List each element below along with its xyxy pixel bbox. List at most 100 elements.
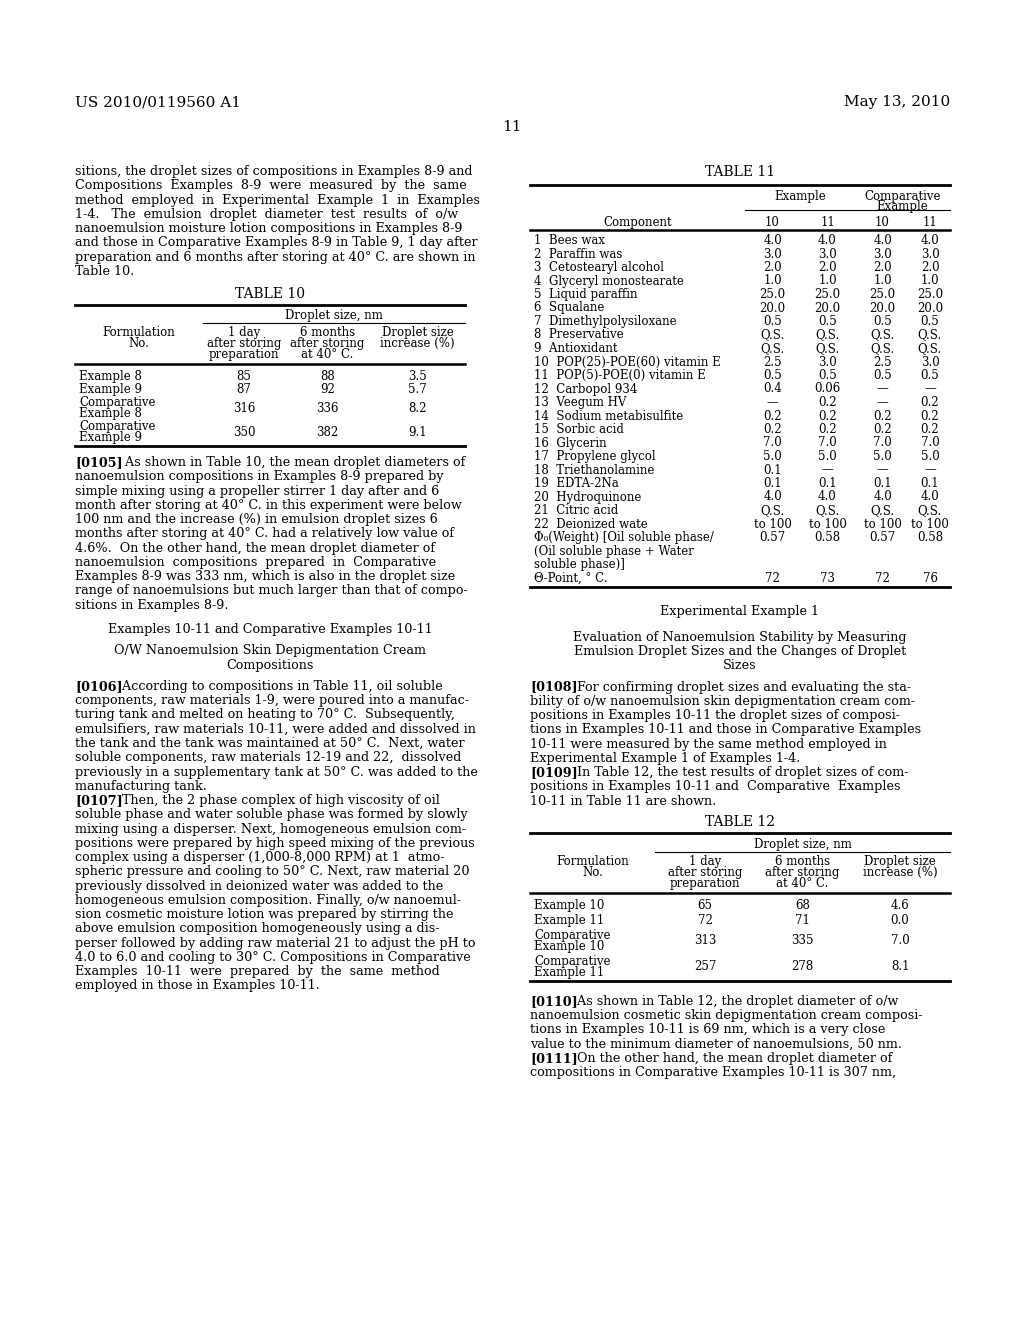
Text: after storing: after storing (291, 337, 365, 350)
Text: 4.0: 4.0 (818, 491, 837, 503)
Text: Example 11: Example 11 (534, 966, 604, 979)
Text: 4.0: 4.0 (818, 234, 837, 247)
Text: Droplet size, nm: Droplet size, nm (285, 309, 383, 322)
Text: O/W Nanoemulsion Skin Depigmentation Cream: O/W Nanoemulsion Skin Depigmentation Cre… (114, 644, 426, 657)
Text: 278: 278 (792, 961, 814, 973)
Text: 0.2: 0.2 (818, 409, 837, 422)
Text: US 2010/0119560 A1: US 2010/0119560 A1 (75, 95, 241, 110)
Text: 10: 10 (876, 216, 890, 228)
Text: 14  Sodium metabisulfite: 14 Sodium metabisulfite (534, 409, 683, 422)
Text: 5.0: 5.0 (818, 450, 837, 463)
Text: 0.2: 0.2 (763, 409, 781, 422)
Text: 72: 72 (765, 572, 780, 585)
Text: 11: 11 (820, 216, 835, 228)
Text: Φ₀(Weight) [Oil soluble phase/: Φ₀(Weight) [Oil soluble phase/ (534, 531, 714, 544)
Text: 88: 88 (321, 370, 335, 383)
Text: 4.0: 4.0 (873, 234, 892, 247)
Text: 10: 10 (765, 216, 780, 228)
Text: 20  Hydroquinone: 20 Hydroquinone (534, 491, 641, 503)
Text: No.: No. (582, 866, 603, 879)
Text: at 40° C.: at 40° C. (301, 348, 353, 362)
Text: —: — (877, 396, 889, 409)
Text: Droplet size: Droplet size (864, 855, 936, 869)
Text: homogeneous emulsion composition. Finally, o/w nanoemul-: homogeneous emulsion composition. Finall… (75, 894, 461, 907)
Text: 8.1: 8.1 (891, 961, 909, 973)
Text: —: — (821, 463, 834, 477)
Text: preparation and 6 months after storing at 40° C. are shown in: preparation and 6 months after storing a… (75, 251, 475, 264)
Text: 0.2: 0.2 (763, 422, 781, 436)
Text: month after storing at 40° C. in this experiment were below: month after storing at 40° C. in this ex… (75, 499, 462, 512)
Text: Droplet size: Droplet size (382, 326, 454, 339)
Text: Comparative: Comparative (864, 190, 941, 203)
Text: employed in those in Examples 10-11.: employed in those in Examples 10-11. (75, 979, 319, 993)
Text: above emulsion composition homogeneously using a dis-: above emulsion composition homogeneously… (75, 923, 439, 936)
Text: 4  Glyceryl monostearate: 4 Glyceryl monostearate (534, 275, 684, 288)
Text: Example: Example (774, 190, 826, 203)
Text: months after storing at 40° C. had a relatively low value of: months after storing at 40° C. had a rel… (75, 528, 454, 540)
Text: Example 11: Example 11 (534, 913, 604, 927)
Text: 0.5: 0.5 (921, 370, 939, 381)
Text: 13  Veegum HV: 13 Veegum HV (534, 396, 627, 409)
Text: 4.6%.  On the other hand, the mean droplet diameter of: 4.6%. On the other hand, the mean drople… (75, 541, 435, 554)
Text: 0.1: 0.1 (921, 477, 939, 490)
Text: previously in a supplementary tank at 50° C. was added to the: previously in a supplementary tank at 50… (75, 766, 478, 779)
Text: Formulation: Formulation (556, 855, 629, 869)
Text: 0.2: 0.2 (921, 422, 939, 436)
Text: 71: 71 (795, 913, 810, 927)
Text: —: — (877, 383, 889, 396)
Text: 1-4.   The  emulsion  droplet  diameter  test  results  of  o/w: 1-4. The emulsion droplet diameter test … (75, 207, 458, 220)
Text: 76: 76 (923, 572, 938, 585)
Text: 5.0: 5.0 (921, 450, 939, 463)
Text: No.: No. (129, 337, 150, 350)
Text: 0.06: 0.06 (814, 383, 841, 396)
Text: 4.6: 4.6 (891, 899, 909, 912)
Text: For confirming droplet sizes and evaluating the sta-: For confirming droplet sizes and evaluat… (565, 681, 911, 693)
Text: sitions, the droplet sizes of compositions in Examples 8-9 and: sitions, the droplet sizes of compositio… (75, 165, 472, 178)
Text: Q.S.: Q.S. (761, 504, 784, 517)
Text: 8.2: 8.2 (409, 401, 427, 414)
Text: 72: 72 (876, 572, 890, 585)
Text: 0.5: 0.5 (763, 370, 782, 381)
Text: 3.0: 3.0 (818, 248, 837, 260)
Text: 20.0: 20.0 (869, 301, 896, 314)
Text: positions were prepared by high speed mixing of the previous: positions were prepared by high speed mi… (75, 837, 475, 850)
Text: 2.0: 2.0 (818, 261, 837, 275)
Text: tions in Examples 10-11 is 69 nm, which is a very close: tions in Examples 10-11 is 69 nm, which … (530, 1023, 886, 1036)
Text: TABLE 10: TABLE 10 (234, 286, 305, 301)
Text: Comparative: Comparative (79, 420, 156, 433)
Text: Example: Example (877, 201, 929, 213)
Text: 0.4: 0.4 (763, 383, 782, 396)
Text: 6 months: 6 months (775, 855, 830, 869)
Text: preparation: preparation (670, 876, 740, 890)
Text: Experimental Example 1: Experimental Example 1 (660, 605, 819, 618)
Text: manufacturing tank.: manufacturing tank. (75, 780, 207, 793)
Text: 100 nm and the increase (%) in emulsion droplet sizes 6: 100 nm and the increase (%) in emulsion … (75, 513, 437, 527)
Text: 11  POP(5)-POE(0) vitamin E: 11 POP(5)-POE(0) vitamin E (534, 370, 706, 381)
Text: —: — (877, 463, 889, 477)
Text: Q.S.: Q.S. (870, 329, 895, 342)
Text: Example 8: Example 8 (79, 370, 142, 383)
Text: 257: 257 (694, 961, 716, 973)
Text: 2.0: 2.0 (873, 261, 892, 275)
Text: Sizes: Sizes (723, 659, 757, 672)
Text: 3.0: 3.0 (818, 355, 837, 368)
Text: perser followed by adding raw material 21 to adjust the pH to: perser followed by adding raw material 2… (75, 937, 475, 949)
Text: sitions in Examples 8-9.: sitions in Examples 8-9. (75, 599, 228, 611)
Text: 0.5: 0.5 (873, 370, 892, 381)
Text: 0.5: 0.5 (873, 315, 892, 327)
Text: 9  Antioxidant: 9 Antioxidant (534, 342, 617, 355)
Text: 2  Paraffin was: 2 Paraffin was (534, 248, 623, 260)
Text: 2.0: 2.0 (763, 261, 781, 275)
Text: 0.5: 0.5 (763, 315, 782, 327)
Text: 7.0: 7.0 (873, 437, 892, 450)
Text: 0.2: 0.2 (921, 396, 939, 409)
Text: Q.S.: Q.S. (918, 504, 942, 517)
Text: 85: 85 (237, 370, 252, 383)
Text: 0.5: 0.5 (921, 315, 939, 327)
Text: complex using a disperser (1,000-8,000 RPM) at 1  atmo-: complex using a disperser (1,000-8,000 R… (75, 851, 444, 865)
Text: [0111]: [0111] (530, 1052, 578, 1065)
Text: Table 10.: Table 10. (75, 265, 134, 277)
Text: Comparative: Comparative (79, 396, 156, 409)
Text: May 13, 2010: May 13, 2010 (844, 95, 950, 110)
Text: 7.0: 7.0 (891, 935, 909, 948)
